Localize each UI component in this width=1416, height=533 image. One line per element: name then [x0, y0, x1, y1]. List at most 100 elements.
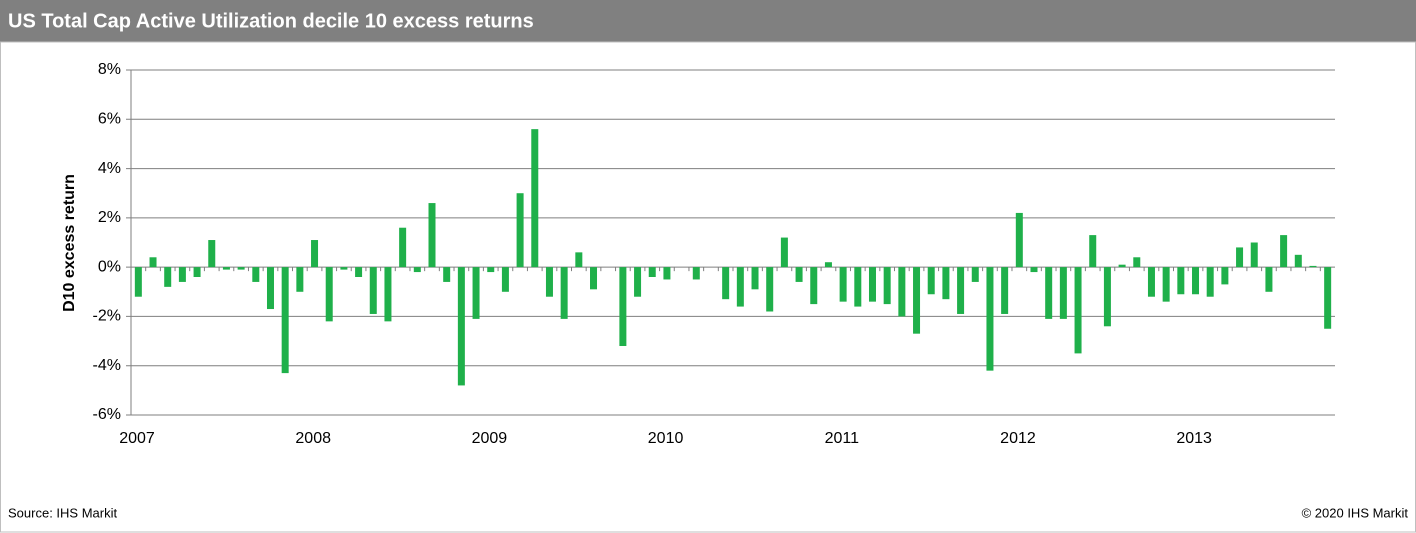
bar — [457, 267, 465, 386]
x-tick-label: 2007 — [119, 430, 155, 447]
bar — [164, 267, 172, 287]
x-tick-label: 2012 — [1000, 430, 1036, 447]
bar — [281, 267, 289, 374]
source: Source: IHS Markit — [8, 505, 117, 520]
bar — [868, 267, 876, 302]
y-tick-label: 6% — [98, 111, 121, 128]
bar — [692, 267, 700, 280]
bar — [149, 257, 157, 268]
bar — [927, 267, 935, 295]
y-axis-label: D10 excess return — [61, 174, 78, 312]
bar — [736, 267, 744, 307]
bar — [1089, 235, 1097, 268]
bar — [751, 267, 759, 290]
bar — [722, 267, 730, 300]
bar — [942, 267, 950, 300]
y-tick-label: -4% — [93, 357, 121, 374]
bar — [355, 267, 363, 277]
bar — [1236, 247, 1244, 268]
bar — [1309, 265, 1317, 268]
y-tick-label: 0% — [98, 258, 121, 275]
bar — [1059, 267, 1067, 319]
bar — [193, 267, 201, 277]
bar — [766, 267, 774, 312]
x-tick-label: 2009 — [472, 430, 508, 447]
bar — [810, 267, 818, 305]
bar — [472, 267, 480, 319]
bar — [252, 267, 260, 282]
bar — [1015, 212, 1023, 268]
x-tick-label: 2011 — [825, 430, 860, 447]
bar — [1045, 267, 1053, 319]
bar — [854, 267, 862, 307]
bar — [340, 267, 348, 270]
x-tick-label: 2013 — [1176, 430, 1212, 447]
bar — [1250, 242, 1258, 268]
bar — [619, 267, 627, 346]
bar — [560, 267, 568, 319]
bar — [208, 240, 216, 268]
y-tick-label: 2% — [98, 209, 121, 226]
bar — [824, 262, 832, 268]
bar — [795, 267, 803, 282]
frame — [0, 41, 1416, 533]
y-tick-label: 8% — [98, 61, 121, 78]
bar — [839, 267, 847, 302]
y-tick-label: 4% — [98, 160, 121, 177]
bar — [296, 267, 304, 292]
header-bar — [0, 0, 1416, 42]
bar — [178, 267, 186, 282]
bar — [780, 237, 788, 268]
bar — [311, 240, 319, 268]
bar — [1206, 267, 1214, 297]
bar — [531, 129, 539, 268]
bar — [545, 267, 553, 297]
bar — [501, 267, 509, 292]
bar — [1192, 267, 1200, 295]
bar — [590, 267, 598, 290]
bar — [1001, 267, 1009, 314]
bar — [413, 267, 421, 273]
bar — [883, 267, 891, 305]
bar — [325, 267, 333, 322]
bar — [428, 203, 436, 268]
bar — [898, 267, 906, 317]
bar — [266, 267, 274, 310]
x-tick-label: 2010 — [648, 430, 684, 447]
bar — [384, 267, 392, 322]
bar — [222, 267, 230, 270]
bar — [1147, 267, 1155, 297]
bar — [399, 227, 407, 268]
bar — [663, 267, 671, 280]
bar — [986, 267, 994, 371]
bar — [1324, 267, 1332, 329]
bar — [1280, 235, 1288, 268]
chart-title: US Total Cap Active Utilization decile 1… — [8, 10, 534, 32]
x-tick-label: 2008 — [295, 430, 331, 447]
copyright: © 2020 IHS Markit — [1302, 505, 1409, 520]
bar — [913, 267, 921, 334]
bar — [957, 267, 965, 314]
y-tick-label: -6% — [93, 406, 121, 423]
bar — [134, 267, 142, 297]
bar — [971, 267, 979, 282]
bar — [1074, 267, 1082, 354]
bar — [1103, 267, 1111, 327]
y-tick-label: -2% — [93, 308, 121, 325]
bar — [1177, 267, 1185, 295]
bar — [516, 193, 524, 268]
bar — [575, 252, 583, 268]
bar — [1162, 267, 1170, 302]
bar — [487, 267, 495, 273]
bar — [634, 267, 642, 297]
bar — [369, 267, 377, 314]
bar — [443, 267, 451, 282]
bar — [1221, 267, 1229, 285]
bar — [1118, 264, 1126, 268]
bar — [648, 267, 656, 277]
bar — [1265, 267, 1273, 292]
bar — [237, 267, 245, 270]
bar — [1030, 267, 1038, 273]
bar — [1133, 257, 1141, 268]
